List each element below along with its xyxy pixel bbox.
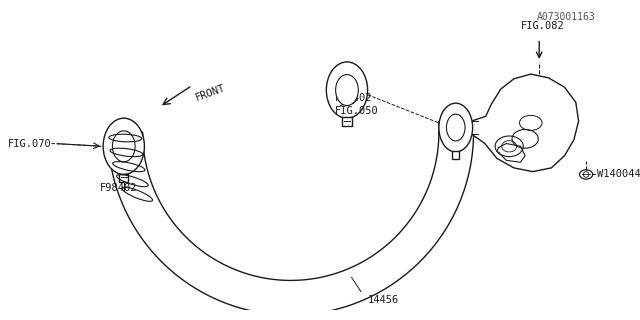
Polygon shape: [108, 132, 474, 315]
Polygon shape: [439, 74, 579, 172]
Text: FIG.070: FIG.070: [8, 139, 51, 148]
Bar: [119, 173, 129, 182]
Ellipse shape: [580, 170, 593, 179]
Text: 14456: 14456: [367, 295, 399, 305]
Text: W140044: W140044: [597, 170, 640, 180]
Text: FIG.082: FIG.082: [520, 21, 564, 31]
Text: FIG.050: FIG.050: [335, 106, 378, 116]
Text: F98402: F98402: [335, 93, 372, 103]
Bar: [342, 117, 351, 126]
Ellipse shape: [103, 118, 145, 174]
Text: FRONT: FRONT: [194, 83, 227, 103]
Ellipse shape: [113, 131, 135, 162]
Ellipse shape: [439, 103, 472, 152]
Ellipse shape: [326, 62, 367, 118]
Ellipse shape: [447, 114, 465, 141]
Ellipse shape: [335, 75, 358, 106]
Bar: [452, 151, 460, 158]
Text: F98402: F98402: [100, 183, 138, 193]
Text: A073001163: A073001163: [537, 12, 595, 21]
